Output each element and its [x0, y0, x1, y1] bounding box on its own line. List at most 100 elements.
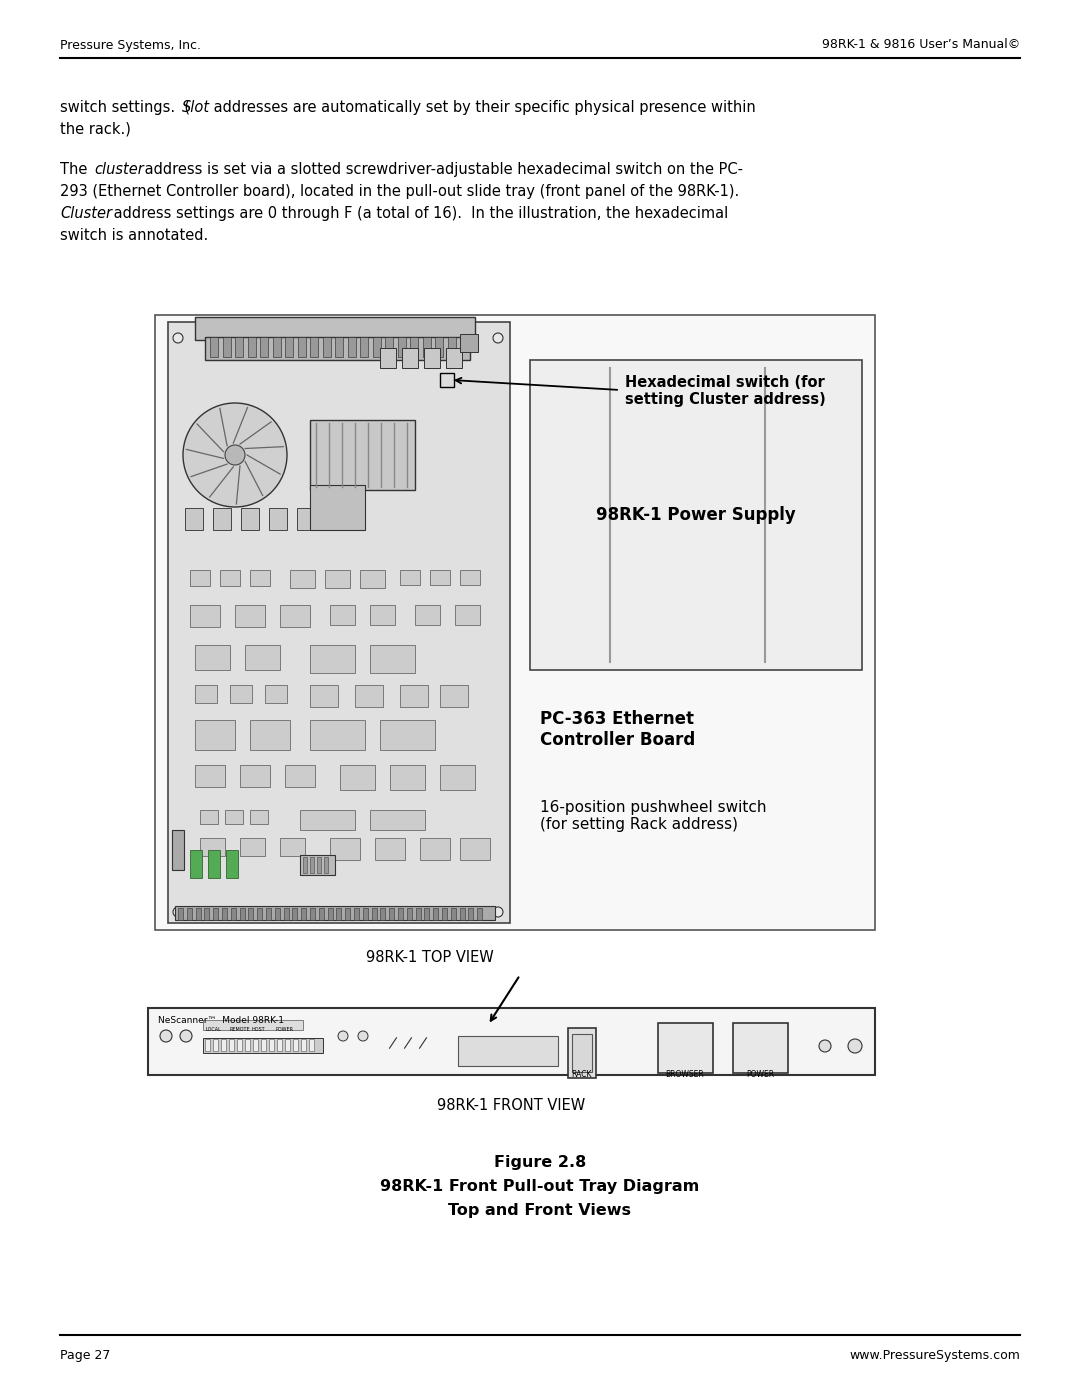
- Bar: [213, 908, 218, 921]
- Bar: [225, 810, 243, 824]
- Bar: [190, 849, 202, 877]
- Circle shape: [160, 1030, 172, 1042]
- Bar: [410, 337, 418, 358]
- Bar: [335, 337, 343, 358]
- Bar: [247, 337, 256, 358]
- Bar: [370, 645, 415, 673]
- Bar: [178, 908, 183, 921]
- Bar: [266, 908, 271, 921]
- Bar: [260, 337, 268, 358]
- Bar: [424, 348, 440, 367]
- Text: 98RK-1 & 9816 User’s Manual©: 98RK-1 & 9816 User’s Manual©: [822, 39, 1020, 52]
- Bar: [205, 1039, 210, 1051]
- Bar: [380, 908, 386, 921]
- Bar: [442, 908, 447, 921]
- Bar: [373, 337, 380, 358]
- Bar: [384, 337, 393, 358]
- Bar: [370, 810, 426, 830]
- Bar: [733, 1023, 788, 1073]
- Bar: [237, 1039, 242, 1051]
- Bar: [300, 810, 355, 830]
- Bar: [301, 908, 307, 921]
- Circle shape: [180, 1030, 192, 1042]
- Bar: [185, 509, 203, 529]
- Bar: [213, 1039, 218, 1051]
- Text: BROWSER: BROWSER: [665, 1070, 704, 1078]
- Bar: [348, 337, 355, 358]
- Circle shape: [492, 332, 503, 344]
- Bar: [416, 908, 420, 921]
- Bar: [309, 1039, 314, 1051]
- Bar: [420, 838, 450, 861]
- Text: 98RK-1 TOP VIEW: 98RK-1 TOP VIEW: [366, 950, 494, 965]
- Bar: [397, 337, 405, 358]
- Bar: [430, 570, 450, 585]
- Bar: [241, 509, 259, 529]
- Bar: [415, 605, 440, 624]
- Bar: [269, 1039, 274, 1051]
- Bar: [297, 509, 315, 529]
- Bar: [363, 908, 368, 921]
- Text: switch settings.  (: switch settings. (: [60, 101, 190, 115]
- Text: 16-position pushwheel switch
(for setting Rack address): 16-position pushwheel switch (for settin…: [540, 800, 767, 833]
- Bar: [220, 570, 240, 585]
- Text: NeScanner™  Model 98RK-1: NeScanner™ Model 98RK-1: [158, 1016, 284, 1025]
- Bar: [324, 856, 328, 873]
- Text: HOST: HOST: [252, 1027, 266, 1032]
- Bar: [458, 1037, 558, 1066]
- Bar: [221, 1039, 226, 1051]
- Bar: [297, 337, 306, 358]
- Bar: [310, 856, 314, 873]
- Bar: [469, 908, 473, 921]
- Bar: [323, 337, 330, 358]
- Bar: [389, 908, 394, 921]
- Bar: [195, 645, 230, 671]
- Bar: [310, 337, 318, 358]
- Text: LOCAL: LOCAL: [206, 1027, 221, 1032]
- Bar: [446, 348, 462, 367]
- Text: 98RK-1 Front Pull-out Tray Diagram: 98RK-1 Front Pull-out Tray Diagram: [380, 1179, 700, 1194]
- Bar: [235, 605, 265, 627]
- Bar: [310, 719, 365, 750]
- Text: the rack.): the rack.): [60, 122, 131, 137]
- Bar: [330, 838, 360, 861]
- Bar: [226, 849, 238, 877]
- Bar: [195, 766, 225, 787]
- Bar: [407, 908, 411, 921]
- Bar: [148, 1009, 875, 1076]
- Bar: [269, 509, 287, 529]
- Bar: [310, 685, 338, 707]
- Bar: [190, 570, 210, 585]
- Bar: [440, 766, 475, 789]
- Bar: [435, 337, 443, 358]
- Bar: [293, 1039, 298, 1051]
- Bar: [272, 337, 281, 358]
- Bar: [195, 317, 475, 339]
- Circle shape: [183, 402, 287, 507]
- Bar: [195, 908, 201, 921]
- Bar: [265, 685, 287, 703]
- Circle shape: [173, 907, 183, 916]
- Text: 98RK-1 Power Supply: 98RK-1 Power Supply: [596, 506, 796, 524]
- Circle shape: [338, 1031, 348, 1041]
- Text: Pressure Systems, Inc.: Pressure Systems, Inc.: [60, 39, 201, 52]
- Bar: [330, 605, 355, 624]
- Bar: [229, 1039, 234, 1051]
- Bar: [280, 838, 305, 856]
- Text: Slot: Slot: [183, 101, 211, 115]
- Text: Page 27: Page 27: [60, 1348, 110, 1362]
- Text: Figure 2.8: Figure 2.8: [494, 1155, 586, 1171]
- Bar: [336, 908, 341, 921]
- Bar: [346, 908, 350, 921]
- Text: POWER: POWER: [275, 1027, 293, 1032]
- Bar: [245, 1039, 249, 1051]
- Text: Cluster: Cluster: [60, 205, 112, 221]
- Bar: [168, 321, 510, 923]
- Circle shape: [225, 446, 245, 465]
- Bar: [200, 838, 225, 856]
- Circle shape: [173, 332, 183, 344]
- Bar: [284, 908, 288, 921]
- Bar: [325, 570, 350, 588]
- Bar: [303, 856, 307, 873]
- Bar: [203, 1020, 303, 1030]
